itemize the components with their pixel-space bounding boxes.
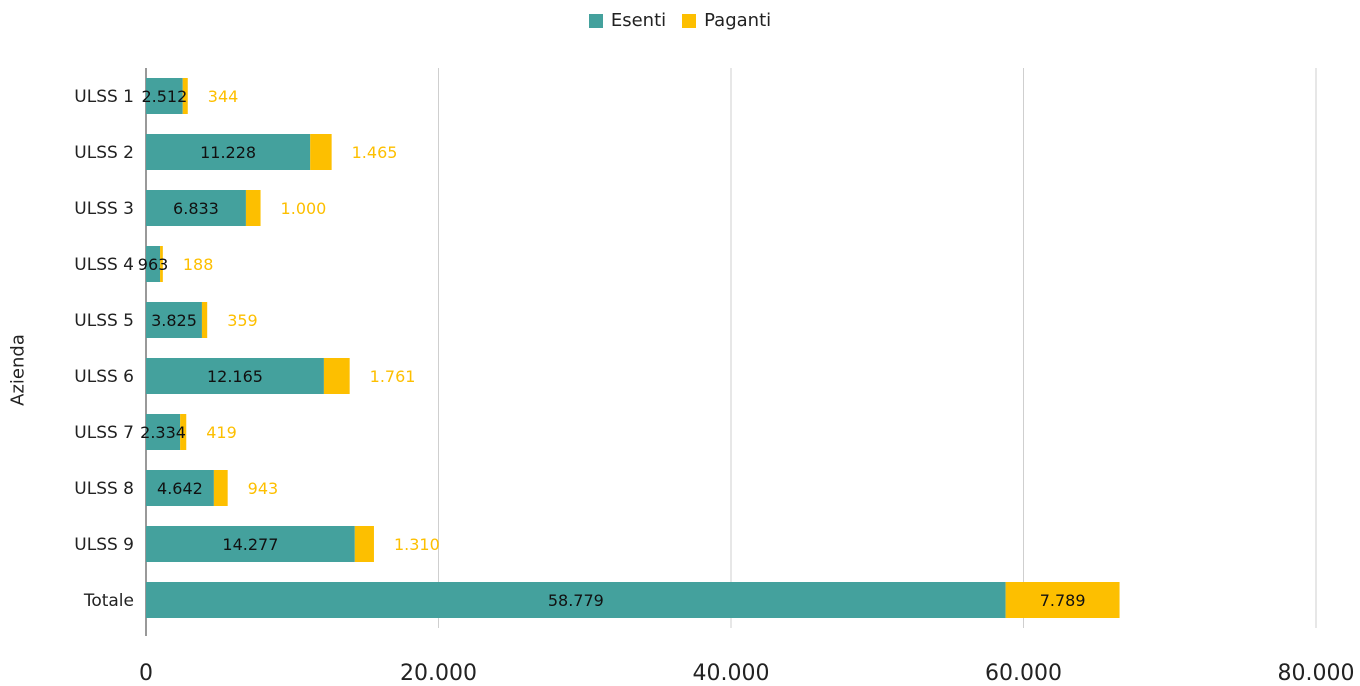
data-label-paganti: 419 [206, 423, 237, 442]
bar-esenti [146, 526, 355, 562]
data-label-paganti: 188 [183, 255, 214, 274]
bar-paganti [213, 470, 228, 506]
category-label: ULSS 3 [74, 199, 134, 219]
data-label-esenti: 2.334 [140, 423, 186, 442]
category-label: ULSS 4 [74, 255, 134, 275]
data-label-esenti: 11.228 [200, 143, 256, 162]
category-label: ULSS 7 [74, 423, 134, 443]
data-label-esenti: 3.825 [151, 311, 197, 330]
x-tick-label: 40.000 [693, 661, 770, 686]
data-label-paganti: 1.310 [394, 535, 440, 554]
data-label-paganti: 943 [248, 479, 279, 498]
x-tick-label: 0 [139, 661, 153, 686]
legend-swatch-paganti [682, 13, 697, 28]
bar-paganti [354, 526, 374, 562]
legend: Esenti Paganti [0, 10, 1360, 31]
data-label-esenti: 4.642 [157, 479, 203, 498]
data-label-esenti: 12.165 [207, 367, 263, 386]
bar-esenti [146, 190, 246, 226]
data-label-esenti: 2.512 [141, 87, 187, 106]
legend-item-esenti[interactable]: Esenti [588, 10, 667, 31]
category-label: ULSS 5 [74, 311, 134, 331]
category-label: ULSS 6 [74, 367, 134, 387]
data-label-paganti: 7.789 [1040, 591, 1086, 610]
bar-esenti [146, 246, 161, 282]
data-label-esenti: 14.277 [222, 535, 278, 554]
category-label: Totale [83, 591, 134, 611]
bar-paganti [182, 78, 188, 114]
bar-paganti [180, 414, 187, 450]
category-label: ULSS 9 [74, 535, 134, 555]
bar-esenti [146, 358, 324, 394]
bar-esenti [146, 470, 214, 506]
legend-item-paganti[interactable]: Paganti [682, 10, 771, 31]
bar-esenti [146, 302, 202, 338]
bar-paganti [323, 358, 350, 394]
data-label-paganti: 1.465 [352, 143, 398, 162]
bar-esenti [146, 78, 183, 114]
category-label: ULSS 1 [74, 87, 134, 107]
x-tick-label: 80.000 [1278, 661, 1355, 686]
category-label: ULSS 2 [74, 143, 134, 163]
bar-paganti [1005, 582, 1120, 618]
bar-esenti [146, 414, 181, 450]
category-label: ULSS 8 [74, 479, 134, 499]
x-tick-label: 20.000 [400, 661, 477, 686]
x-tick-label: 60.000 [985, 661, 1062, 686]
data-label-esenti: 6.833 [173, 199, 219, 218]
data-label-paganti: 344 [208, 87, 239, 106]
legend-swatch-esenti [588, 13, 603, 28]
bar-paganti [245, 190, 261, 226]
bar-paganti [201, 302, 208, 338]
data-label-paganti: 359 [227, 311, 258, 330]
data-label-paganti: 1.761 [370, 367, 416, 386]
bar-esenti [146, 582, 1006, 618]
legend-label-esenti: Esenti [610, 10, 667, 31]
bar-paganti [310, 134, 332, 170]
legend-label-paganti: Paganti [704, 10, 772, 31]
bar-esenti [146, 134, 311, 170]
data-label-paganti: 1.000 [281, 199, 327, 218]
bar-paganti [160, 246, 163, 282]
data-label-esenti: 963 [138, 255, 169, 274]
data-label-esenti: 58.779 [548, 591, 604, 610]
